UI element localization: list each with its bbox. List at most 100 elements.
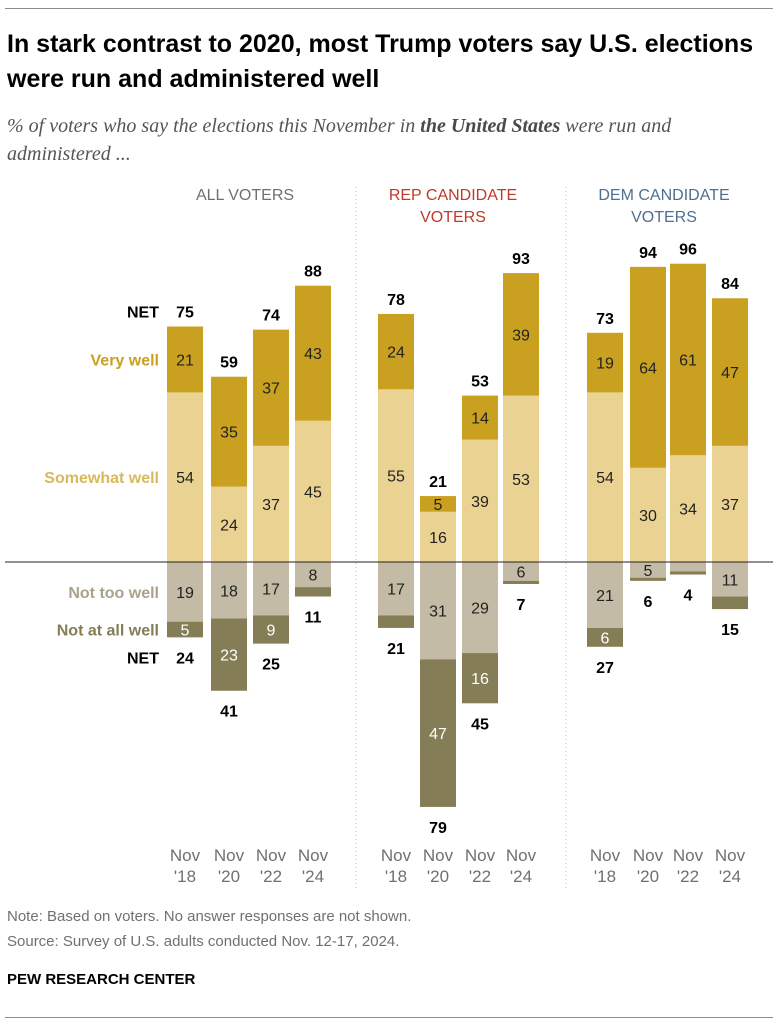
subtitle-text: % of voters who say the elections this N… bbox=[7, 115, 421, 137]
label-net-well: 78 bbox=[387, 292, 405, 309]
bar-not-too-well bbox=[295, 562, 331, 588]
label-net-not-well: 45 bbox=[471, 716, 489, 733]
x-tick-label: '24 bbox=[302, 867, 324, 886]
bar-not-too-well bbox=[587, 562, 623, 628]
label-not-too-well: 29 bbox=[471, 601, 489, 618]
label-not-at-all-well: 5 bbox=[181, 623, 190, 640]
label-somewhat-well: 34 bbox=[679, 502, 697, 519]
x-tick-label: Nov bbox=[381, 846, 412, 865]
label-not-too-well: 18 bbox=[220, 583, 238, 600]
label-somewhat-well: 54 bbox=[596, 470, 614, 487]
top-rule bbox=[5, 8, 773, 9]
bar-not-too-well bbox=[670, 562, 706, 572]
bar-somewhat-well bbox=[630, 467, 666, 562]
bar-very-well bbox=[670, 263, 706, 456]
x-tick-label: '22 bbox=[469, 867, 491, 886]
bar-somewhat-well bbox=[167, 392, 203, 562]
legend-somewhat-well: Somewhat well bbox=[44, 470, 159, 487]
label-net-not-well: 7 bbox=[517, 597, 526, 614]
bar-very-well bbox=[295, 285, 331, 421]
x-tick-label: '24 bbox=[719, 867, 741, 886]
bar-not-at-all-well bbox=[712, 596, 748, 610]
legend-net-well: NET bbox=[127, 305, 159, 322]
x-tick-label: '20 bbox=[427, 867, 449, 886]
label-very-well: 24 bbox=[387, 345, 405, 362]
x-tick-label: Nov bbox=[256, 846, 287, 865]
label-not-too-well: 17 bbox=[262, 582, 280, 599]
label-somewhat-well: 53 bbox=[512, 472, 530, 489]
bar-very-well bbox=[503, 273, 539, 396]
bar-somewhat-well bbox=[712, 445, 748, 562]
label-not-too-well: 19 bbox=[176, 585, 194, 602]
bar-very-well bbox=[587, 332, 623, 393]
bar-very-well bbox=[630, 266, 666, 468]
subtitle-emphasis: the United States bbox=[420, 115, 561, 137]
pew-logo-text: PEW RESEARCH CENTER bbox=[7, 971, 196, 988]
legend-not-at-all-well: Not at all well bbox=[57, 623, 159, 640]
bottom-rule bbox=[5, 1017, 773, 1018]
x-tick-label: Nov bbox=[298, 846, 329, 865]
diverging-bar-chart: ALL VOTERS REP CANDIDATE VOTERS DEM CANDIDA… bbox=[5, 187, 773, 890]
label-somewhat-well: 54 bbox=[176, 470, 194, 487]
label-net-not-well: 79 bbox=[429, 820, 447, 837]
label-net-well: 84 bbox=[721, 276, 739, 293]
bar-not-too-well bbox=[503, 562, 539, 581]
bar-not-at-all-well bbox=[670, 571, 706, 575]
label-net-not-well: 21 bbox=[387, 641, 405, 658]
label-not-at-all-well: 47 bbox=[429, 726, 447, 743]
label-somewhat-well: 39 bbox=[471, 494, 489, 511]
x-tick-label: '20 bbox=[637, 867, 659, 886]
x-tick-label: '22 bbox=[260, 867, 282, 886]
legend-net-not-well: NET bbox=[127, 650, 159, 667]
x-tick-label: Nov bbox=[715, 846, 746, 865]
bar-very-well bbox=[378, 313, 414, 390]
group-header: REP CANDIDATE bbox=[389, 187, 517, 204]
x-tick-label: Nov bbox=[423, 846, 454, 865]
x-tick-label: '20 bbox=[218, 867, 240, 886]
label-very-well: 64 bbox=[639, 360, 657, 377]
bar-somewhat-well bbox=[420, 511, 456, 562]
label-not-too-well: 5 bbox=[644, 563, 653, 580]
label-not-at-all-well: 6 bbox=[601, 630, 610, 647]
bar-not-too-well bbox=[211, 562, 247, 619]
label-net-not-well: 15 bbox=[721, 622, 739, 639]
label-somewhat-well: 37 bbox=[721, 497, 739, 514]
label-somewhat-well: 37 bbox=[262, 497, 280, 514]
label-very-well: 19 bbox=[596, 356, 614, 373]
bar-very-well bbox=[167, 326, 203, 393]
group-header: DEM CANDIDATE bbox=[598, 187, 729, 204]
x-tick-label: Nov bbox=[214, 846, 245, 865]
label-net-not-well: 24 bbox=[176, 650, 194, 667]
x-tick-label: Nov bbox=[506, 846, 537, 865]
x-tick-label: '22 bbox=[677, 867, 699, 886]
label-net-not-well: 11 bbox=[305, 610, 322, 627]
label-net-not-well: 25 bbox=[262, 657, 280, 674]
bar-not-too-well bbox=[167, 562, 203, 622]
x-tick-label: '18 bbox=[385, 867, 407, 886]
bar-not-at-all-well bbox=[462, 653, 498, 704]
label-net-not-well: 4 bbox=[684, 588, 693, 605]
label-not-too-well: 21 bbox=[596, 588, 614, 605]
label-net-not-well: 41 bbox=[220, 704, 238, 721]
label-not-at-all-well: 9 bbox=[267, 623, 276, 640]
label-very-well: 35 bbox=[220, 425, 238, 442]
bar-not-at-all-well bbox=[167, 621, 203, 638]
bar-somewhat-well bbox=[503, 395, 539, 562]
x-tick-label: Nov bbox=[590, 846, 621, 865]
x-tick-label: Nov bbox=[673, 846, 704, 865]
label-net-not-well: 6 bbox=[644, 594, 653, 611]
label-not-at-all-well: 23 bbox=[220, 648, 238, 665]
x-tick-label: '24 bbox=[510, 867, 532, 886]
label-somewhat-well: 55 bbox=[387, 469, 405, 486]
label-somewhat-well: 24 bbox=[220, 517, 238, 534]
label-net-well: 88 bbox=[304, 264, 322, 281]
bar-very-well bbox=[462, 395, 498, 440]
group-header: VOTERS bbox=[420, 209, 486, 226]
label-very-well: 47 bbox=[721, 365, 739, 382]
label-somewhat-well: 45 bbox=[304, 484, 322, 501]
bar-somewhat-well bbox=[295, 420, 331, 562]
x-tick-label: Nov bbox=[465, 846, 496, 865]
bar-not-at-all-well bbox=[587, 627, 623, 647]
x-tick-label: '18 bbox=[594, 867, 616, 886]
label-net-not-well: 27 bbox=[596, 660, 614, 677]
